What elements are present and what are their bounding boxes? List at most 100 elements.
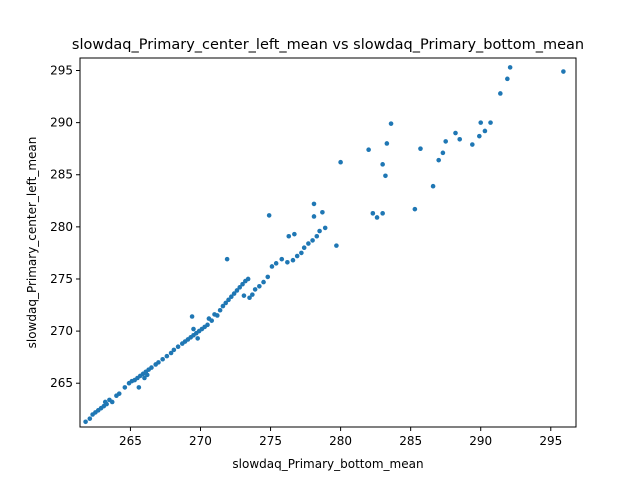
scatter-point (168, 350, 174, 356)
scatter-point (237, 285, 243, 290)
x-tick-label: 295 (539, 434, 562, 448)
scatter-point (470, 142, 475, 147)
chart-title: slowdaq_Primary_center_left_mean vs slow… (72, 37, 584, 53)
scatter-point (215, 313, 220, 318)
scatter-point (317, 228, 322, 234)
scatter-point (220, 303, 226, 309)
scatter-point (488, 120, 493, 125)
scatter-point (142, 375, 147, 381)
scatter-point (478, 120, 484, 125)
scatter-point (87, 416, 93, 421)
scatter-point (322, 225, 328, 231)
scatter-point (380, 211, 385, 216)
scatter-point (430, 183, 436, 189)
y-axis-label: slowdaq_Primary_center_left_mean (25, 137, 39, 349)
scatter-point (311, 201, 317, 207)
scatter-point (269, 264, 275, 269)
scatter-point (310, 238, 315, 243)
scatter-point (224, 256, 230, 262)
scatter-point (136, 385, 142, 390)
scatter-point (83, 419, 88, 425)
scatter-point (320, 209, 325, 215)
scatter-point (443, 139, 448, 144)
scatter-point (498, 91, 503, 96)
scatter-point (477, 133, 482, 139)
scatter-point (205, 322, 210, 328)
scatter-point (261, 279, 266, 285)
scatter-point (412, 206, 418, 212)
scatter-point (380, 162, 385, 167)
scatter-point (245, 276, 251, 282)
scatter-point (191, 326, 196, 332)
scatter-point (507, 65, 513, 70)
y-tick-label: 290 (50, 116, 73, 130)
scatter-point (436, 157, 441, 163)
scatter-point (301, 245, 307, 251)
scatter-point (240, 281, 245, 287)
scatter-point (384, 141, 390, 146)
scatter-point (286, 233, 292, 239)
scatter-point (171, 347, 177, 353)
scatter-point (116, 391, 122, 396)
scatter-point (334, 243, 339, 248)
scatter-point (209, 318, 215, 323)
scatter-point (383, 173, 388, 179)
scatter-point (561, 69, 566, 74)
scatter-point (223, 300, 229, 306)
scatter-point (457, 137, 463, 142)
scatter-point (252, 287, 258, 292)
scatter-point (279, 256, 285, 262)
y-tick-label: 265 (50, 376, 73, 390)
scatter-point (299, 250, 304, 256)
scatter-point (229, 294, 234, 300)
scatter-point (231, 291, 237, 296)
y-tick-label: 270 (50, 324, 73, 338)
x-tick-label: 280 (329, 434, 352, 448)
x-tick-label: 290 (469, 434, 492, 448)
x-axis: 265 270 275 280 285 290 295 (119, 427, 562, 448)
x-tick-label: 265 (119, 434, 142, 448)
scatter-point (292, 231, 297, 237)
scatter-point (273, 261, 279, 266)
scatter-point (505, 76, 510, 82)
scatter-point (482, 128, 488, 134)
scatter-point (453, 130, 458, 136)
scatter-point (311, 214, 317, 219)
scatter-point (388, 121, 394, 126)
scatter-point (234, 288, 240, 293)
scatter-point (314, 233, 320, 239)
plot-frame (79, 57, 577, 428)
scatter-point (250, 292, 255, 297)
scatter-point (175, 344, 181, 350)
x-tick-label: 275 (259, 434, 282, 448)
scatter-point (370, 211, 376, 216)
scatter-point (265, 274, 271, 280)
x-tick-label: 270 (189, 434, 212, 448)
scatter-point (226, 297, 231, 303)
scatter-point (164, 353, 170, 359)
scatter-point (189, 314, 195, 319)
scatter-point (195, 336, 200, 341)
y-tick-label: 295 (50, 64, 73, 78)
y-tick-label: 280 (50, 220, 73, 234)
scatter-point (156, 360, 161, 365)
scatter-point (257, 283, 262, 289)
data-points (83, 65, 566, 425)
scatter-point (418, 146, 423, 151)
scatter-point (294, 253, 300, 259)
scatter-point (266, 213, 272, 218)
y-axis: 265 270 275 280 285 290 295 (50, 64, 80, 390)
scatter-point (290, 257, 296, 263)
scatter-point (102, 399, 108, 405)
scatter-point (374, 215, 380, 220)
scatter-point (217, 307, 223, 313)
scatter-point (122, 385, 128, 390)
x-axis-label: slowdaq_Primary_bottom_mean (232, 457, 423, 471)
scatter-point (247, 295, 252, 301)
scatter-point (160, 356, 165, 362)
scatter-point (109, 399, 115, 405)
scatter-point (285, 260, 290, 265)
scatter-point (338, 159, 343, 165)
scatter-point (144, 372, 150, 378)
